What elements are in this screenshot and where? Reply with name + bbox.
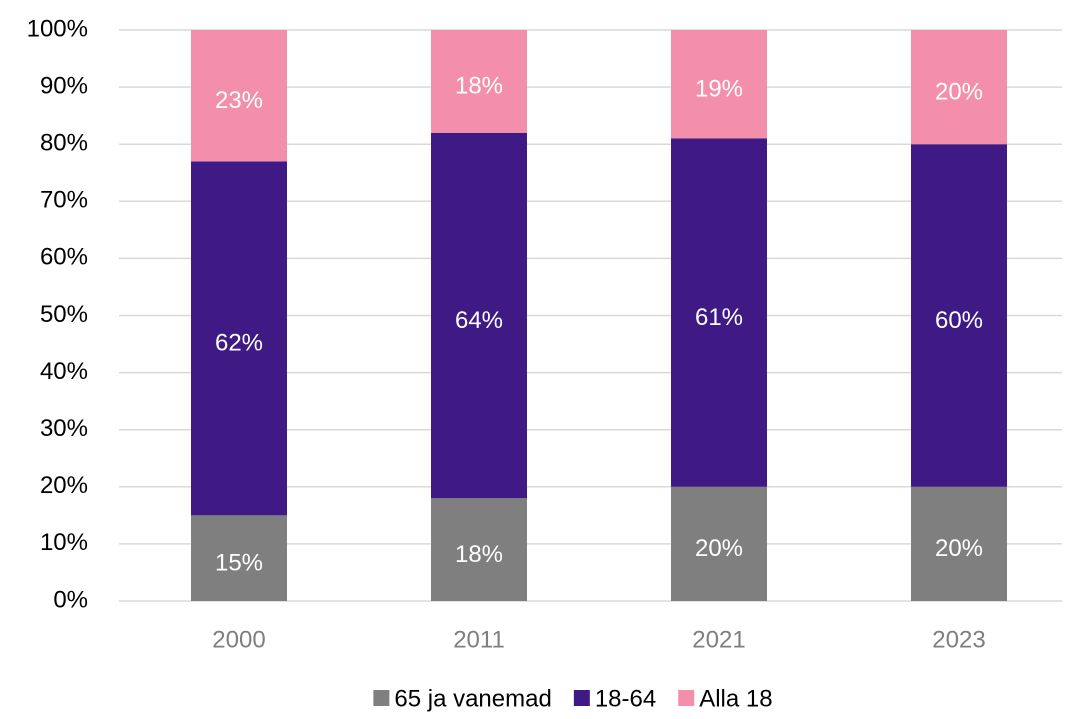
value-label: 18%: [455, 73, 503, 100]
value-label: 19%: [695, 76, 743, 103]
value-label: 23%: [215, 87, 263, 114]
legend-swatch: [573, 690, 590, 706]
bar-segment: [431, 498, 527, 601]
y-tick-label: 100%: [27, 15, 88, 42]
legend-swatch: [373, 690, 390, 706]
value-label: 64%: [455, 307, 503, 334]
y-tick-label: 80%: [40, 130, 88, 157]
value-label: 20%: [935, 78, 983, 105]
legend-label: Alla 18: [699, 685, 772, 712]
y-tick-label: 60%: [40, 244, 88, 271]
y-tick-label: 40%: [40, 358, 88, 385]
x-tick-label: 2011: [453, 626, 505, 653]
value-label: 15%: [215, 550, 263, 577]
value-label: 60%: [935, 307, 983, 334]
y-tick-label: 30%: [40, 415, 88, 442]
x-tick-label: 2000: [212, 626, 265, 653]
value-label: 18%: [455, 541, 503, 568]
bar-segment: [671, 138, 767, 487]
bar-segment: [191, 515, 287, 601]
y-tick-label: 20%: [40, 472, 88, 499]
value-label: 20%: [935, 535, 983, 562]
bar-segment: [191, 30, 287, 162]
y-tick-label: 10%: [40, 529, 88, 556]
y-tick-label: 50%: [40, 301, 88, 328]
y-tick-label: 90%: [40, 72, 88, 99]
legend-label: 65 ja vanemad: [394, 685, 551, 712]
bar-segment: [431, 132, 527, 499]
y-tick-label: 70%: [40, 187, 88, 214]
bar-segment: [191, 161, 287, 516]
y-tick-label: 0%: [53, 586, 88, 613]
value-label: 62%: [215, 330, 263, 357]
legend-swatch: [678, 690, 695, 706]
bar-segment: [671, 30, 767, 139]
legend-label: 18-64: [595, 685, 656, 712]
bar-segment: [911, 486, 1007, 601]
bar-segment: [911, 30, 1007, 145]
bar-segment: [671, 486, 767, 601]
bar-segment: [431, 30, 527, 133]
bar-segment: [911, 144, 1007, 487]
value-label: 61%: [695, 304, 743, 331]
x-tick-label: 2021: [692, 626, 745, 653]
value-label: 20%: [695, 535, 743, 562]
x-tick-label: 2023: [932, 626, 985, 653]
